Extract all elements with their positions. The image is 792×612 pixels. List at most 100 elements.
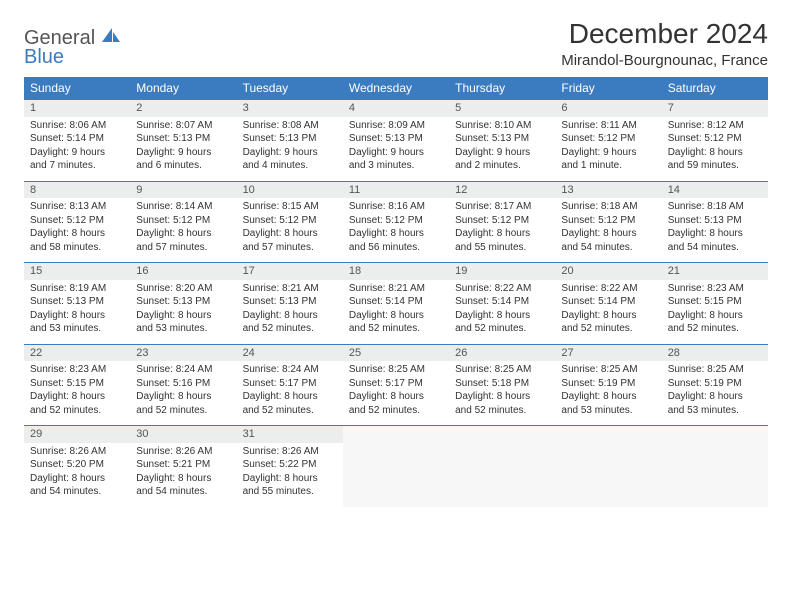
- day-info-cell: Sunrise: 8:26 AMSunset: 5:20 PMDaylight:…: [24, 443, 130, 507]
- sunset-text: Sunset: 5:13 PM: [455, 132, 549, 146]
- daylight-text: Daylight: 8 hours: [349, 227, 443, 241]
- day-number: 19: [455, 265, 467, 277]
- daylight-text: and 2 minutes.: [455, 159, 549, 173]
- day-info-cell: Sunrise: 8:24 AMSunset: 5:17 PMDaylight:…: [237, 361, 343, 426]
- daylight-text: Daylight: 8 hours: [561, 390, 655, 404]
- day-info-cell: Sunrise: 8:14 AMSunset: 5:12 PMDaylight:…: [130, 198, 236, 263]
- sunset-text: Sunset: 5:12 PM: [561, 132, 655, 146]
- weekday-header-row: Sunday Monday Tuesday Wednesday Thursday…: [24, 77, 768, 100]
- daylight-text: and 55 minutes.: [455, 241, 549, 255]
- day-number-cell: 21: [662, 263, 768, 280]
- day-number-cell: 3: [237, 100, 343, 117]
- sunset-text: Sunset: 5:18 PM: [455, 377, 549, 391]
- sunset-text: Sunset: 5:13 PM: [668, 214, 762, 228]
- sunrise-text: Sunrise: 8:07 AM: [136, 119, 230, 133]
- day-number: 12: [455, 184, 467, 196]
- daylight-text: and 52 minutes.: [30, 404, 124, 418]
- day-number: 29: [30, 428, 42, 440]
- daylight-text: Daylight: 8 hours: [243, 390, 337, 404]
- day-number-cell: 6: [555, 100, 661, 117]
- day-number-cell: 31: [237, 426, 343, 443]
- week-daynum-row: 891011121314: [24, 181, 768, 198]
- day-number-cell: 17: [237, 263, 343, 280]
- page-subtitle: Mirandol-Bourgnounac, France: [561, 52, 768, 69]
- sunset-text: Sunset: 5:12 PM: [349, 214, 443, 228]
- sunrise-text: Sunrise: 8:15 AM: [243, 200, 337, 214]
- day-number: 28: [668, 347, 680, 359]
- day-number-cell: 23: [130, 344, 236, 361]
- empty-cell: [449, 426, 555, 443]
- sunset-text: Sunset: 5:22 PM: [243, 458, 337, 472]
- day-number-cell: 22: [24, 344, 130, 361]
- daylight-text: and 52 minutes.: [349, 404, 443, 418]
- day-info-cell: Sunrise: 8:20 AMSunset: 5:13 PMDaylight:…: [130, 280, 236, 345]
- daylight-text: Daylight: 8 hours: [243, 472, 337, 486]
- sunrise-text: Sunrise: 8:21 AM: [243, 282, 337, 296]
- week-body-row: Sunrise: 8:19 AMSunset: 5:13 PMDaylight:…: [24, 280, 768, 345]
- sunrise-text: Sunrise: 8:24 AM: [136, 363, 230, 377]
- day-number: 9: [136, 184, 142, 196]
- daylight-text: and 4 minutes.: [243, 159, 337, 173]
- sunset-text: Sunset: 5:14 PM: [30, 132, 124, 146]
- empty-cell: [555, 426, 661, 443]
- sunset-text: Sunset: 5:13 PM: [243, 295, 337, 309]
- weekday-header: Monday: [130, 77, 236, 100]
- day-info-cell: Sunrise: 8:17 AMSunset: 5:12 PMDaylight:…: [449, 198, 555, 263]
- week-daynum-row: 22232425262728: [24, 344, 768, 361]
- sunset-text: Sunset: 5:14 PM: [561, 295, 655, 309]
- daylight-text: and 59 minutes.: [668, 159, 762, 173]
- daylight-text: Daylight: 8 hours: [243, 227, 337, 241]
- sunrise-text: Sunrise: 8:19 AM: [30, 282, 124, 296]
- day-info-cell: Sunrise: 8:23 AMSunset: 5:15 PMDaylight:…: [662, 280, 768, 345]
- sunrise-text: Sunrise: 8:23 AM: [668, 282, 762, 296]
- sunset-text: Sunset: 5:12 PM: [561, 214, 655, 228]
- day-number-cell: 29: [24, 426, 130, 443]
- sunset-text: Sunset: 5:12 PM: [136, 214, 230, 228]
- day-number-cell: 11: [343, 181, 449, 198]
- week-daynum-row: 1234567: [24, 100, 768, 117]
- daylight-text: and 52 minutes.: [243, 404, 337, 418]
- day-info-cell: Sunrise: 8:11 AMSunset: 5:12 PMDaylight:…: [555, 117, 661, 182]
- day-number: 13: [561, 184, 573, 196]
- daylight-text: Daylight: 9 hours: [455, 146, 549, 160]
- daylight-text: Daylight: 9 hours: [136, 146, 230, 160]
- day-number-cell: 30: [130, 426, 236, 443]
- week-daynum-row: 29 3031: [24, 426, 768, 443]
- sunset-text: Sunset: 5:13 PM: [30, 295, 124, 309]
- sunrise-text: Sunrise: 8:26 AM: [243, 445, 337, 459]
- day-info-cell: Sunrise: 8:07 AMSunset: 5:13 PMDaylight:…: [130, 117, 236, 182]
- day-number-cell: 12: [449, 181, 555, 198]
- daylight-text: Daylight: 8 hours: [30, 227, 124, 241]
- sunset-text: Sunset: 5:13 PM: [349, 132, 443, 146]
- daylight-text: Daylight: 8 hours: [30, 472, 124, 486]
- sunset-text: Sunset: 5:12 PM: [668, 132, 762, 146]
- day-number: 23: [136, 347, 148, 359]
- day-info-cell: Sunrise: 8:26 AMSunset: 5:21 PMDaylight:…: [130, 443, 236, 507]
- daylight-text: and 54 minutes.: [136, 485, 230, 499]
- daylight-text: Daylight: 8 hours: [349, 390, 443, 404]
- weekday-header: Saturday: [662, 77, 768, 100]
- day-number: 3: [243, 102, 249, 114]
- logo: General Blue: [24, 18, 122, 67]
- sunrise-text: Sunrise: 8:18 AM: [561, 200, 655, 214]
- daylight-text: Daylight: 8 hours: [668, 309, 762, 323]
- daylight-text: and 55 minutes.: [243, 485, 337, 499]
- daylight-text: Daylight: 9 hours: [349, 146, 443, 160]
- sunrise-text: Sunrise: 8:22 AM: [561, 282, 655, 296]
- day-number-cell: 20: [555, 263, 661, 280]
- day-number: 17: [243, 265, 255, 277]
- day-number: 22: [30, 347, 42, 359]
- day-number-cell: 28: [662, 344, 768, 361]
- day-info-cell: Sunrise: 8:13 AMSunset: 5:12 PMDaylight:…: [24, 198, 130, 263]
- sunset-text: Sunset: 5:15 PM: [668, 295, 762, 309]
- day-info-cell: Sunrise: 8:22 AMSunset: 5:14 PMDaylight:…: [449, 280, 555, 345]
- sunrise-text: Sunrise: 8:11 AM: [561, 119, 655, 133]
- daylight-text: Daylight: 9 hours: [30, 146, 124, 160]
- week-body-row: Sunrise: 8:23 AMSunset: 5:15 PMDaylight:…: [24, 361, 768, 426]
- sail-icon: [100, 26, 122, 49]
- sunset-text: Sunset: 5:12 PM: [243, 214, 337, 228]
- day-number-cell: 24: [237, 344, 343, 361]
- sunrise-text: Sunrise: 8:14 AM: [136, 200, 230, 214]
- daylight-text: Daylight: 8 hours: [561, 309, 655, 323]
- day-number-cell: 7: [662, 100, 768, 117]
